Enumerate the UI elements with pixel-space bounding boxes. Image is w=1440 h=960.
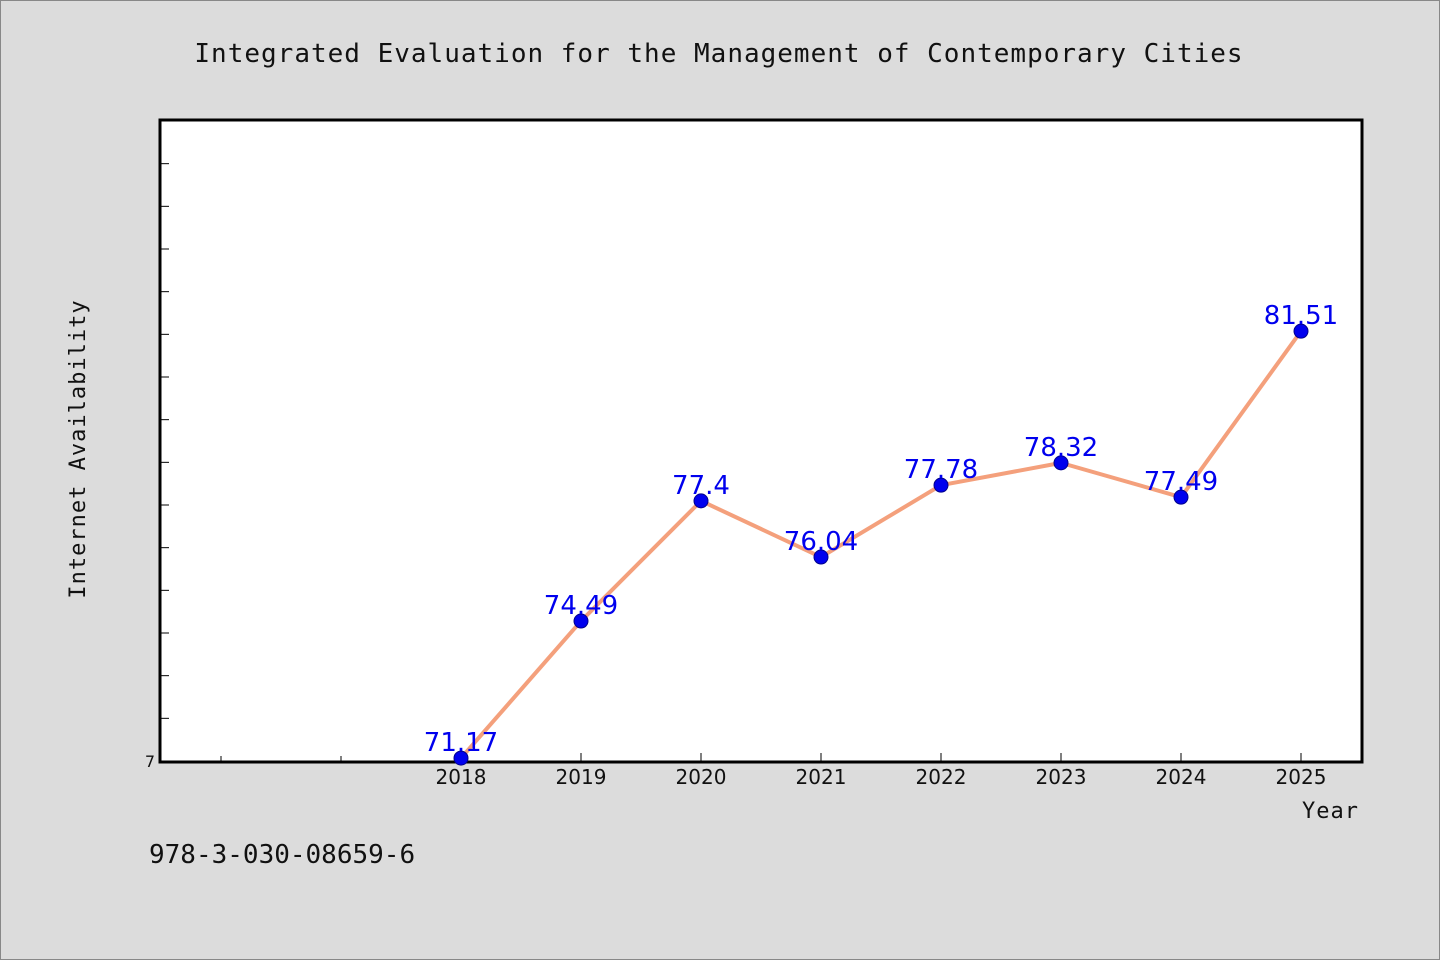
y-tick-label: 7 [145, 752, 155, 771]
data-label: 74.49 [544, 591, 618, 621]
chart-title: Integrated Evaluation for the Management… [194, 39, 1243, 69]
isbn-footer: 978-3-030-08659-6 [149, 840, 415, 870]
x-tick-label: 2020 [676, 765, 727, 789]
x-tick-label: 2023 [1036, 765, 1087, 789]
x-tick-label: 2019 [556, 765, 607, 789]
data-point [1293, 323, 1309, 339]
data-point [573, 613, 589, 629]
x-tick-label: 2018 [436, 765, 487, 789]
data-label: 78.32 [1024, 433, 1098, 463]
y-axis-label: Internet Availability [66, 299, 91, 598]
data-label: 77.49 [1144, 467, 1218, 497]
x-tick-label: 2025 [1276, 765, 1327, 789]
data-point [1173, 489, 1189, 505]
data-label: 71.17 [424, 728, 498, 758]
x-axis-ticks: 2018 2019 2020 2021 2022 2023 2024 2025 [220, 753, 1327, 789]
data-label: 81.51 [1264, 301, 1338, 331]
x-tick-label: 2022 [916, 765, 967, 789]
data-label: 77.4 [672, 471, 730, 501]
x-axis-label: Year [1302, 799, 1359, 824]
data-point [453, 750, 469, 766]
y-axis-ticks: 7 [145, 163, 169, 771]
data-point [1053, 455, 1069, 471]
x-tick-label: 2024 [1156, 765, 1207, 789]
data-point [693, 493, 709, 509]
x-tick-label: 2021 [796, 765, 847, 789]
data-point [813, 549, 829, 565]
data-label: 77.78 [904, 455, 978, 485]
series-layer: 71.17 74.49 77.4 76.04 77.78 78.32 77.49 81.51 [424, 301, 1338, 766]
data-label: 76.04 [784, 527, 858, 557]
series-line [459, 329, 1303, 760]
plot-area [158, 118, 1364, 764]
data-point [933, 477, 949, 493]
